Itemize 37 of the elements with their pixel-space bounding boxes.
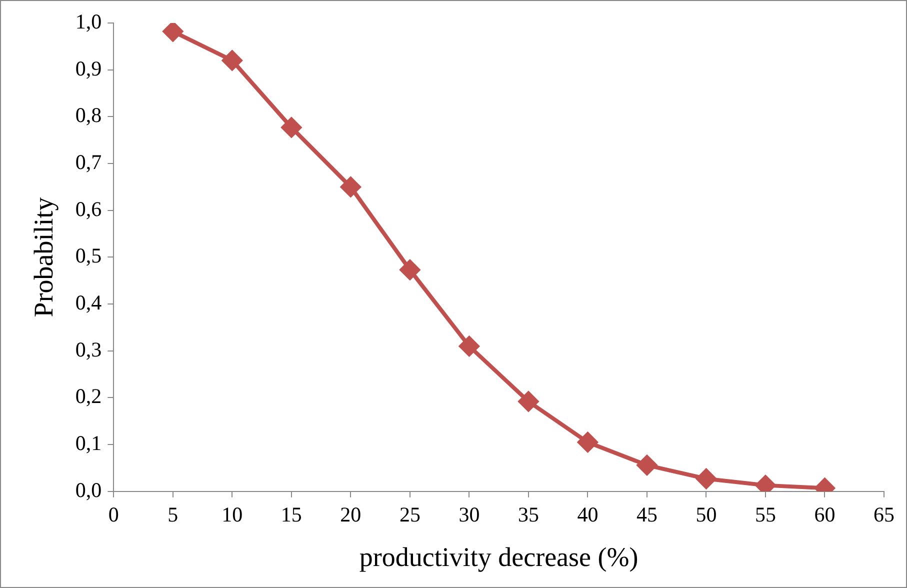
y-tick-label: 0,5 (75, 244, 102, 268)
x-tick-label: 45 (636, 502, 658, 527)
y-tick-label: 0,3 (75, 337, 102, 362)
point (281, 117, 302, 138)
point (636, 455, 657, 476)
x-tick-label: 50 (696, 502, 717, 527)
x-tick-label: 40 (577, 502, 598, 527)
x-tick-label: 15 (280, 502, 302, 527)
point (162, 23, 183, 42)
y-tick-label: 0,0 (75, 478, 102, 502)
y-tick-label: 0,8 (75, 103, 102, 128)
x-tick-label: 10 (222, 502, 243, 527)
y-tick-label: 0,7 (75, 150, 102, 174)
x-tick-label: 30 (458, 502, 480, 527)
y-tick-label: 0,2 (75, 384, 102, 408)
point (222, 50, 242, 70)
point (340, 176, 361, 197)
x-tick-label: 65 (874, 502, 894, 527)
x-tick-label: 20 (340, 502, 362, 527)
point (518, 391, 538, 412)
point (459, 336, 480, 356)
x-axis-title: productivity decrease (%) (359, 542, 638, 572)
y-tick-label: 1,0 (75, 10, 102, 34)
point (400, 260, 420, 280)
y-axis-title: Probability (28, 196, 58, 318)
y-tick-label: 0,6 (75, 196, 102, 221)
x-tick-label: 0 (108, 502, 119, 527)
x-tick-label: 35 (518, 502, 539, 527)
x-tick-label: 60 (814, 502, 836, 527)
x-tick-label: 55 (754, 502, 776, 527)
x-tick-label: 5 (168, 502, 178, 527)
point (578, 432, 598, 452)
y-tick-label: 0,1 (75, 431, 102, 456)
y-tick-label: 0,9 (75, 56, 102, 80)
point (696, 468, 716, 489)
x-tick-label: 25 (399, 502, 420, 527)
y-tick-label: 0,4 (75, 290, 102, 315)
